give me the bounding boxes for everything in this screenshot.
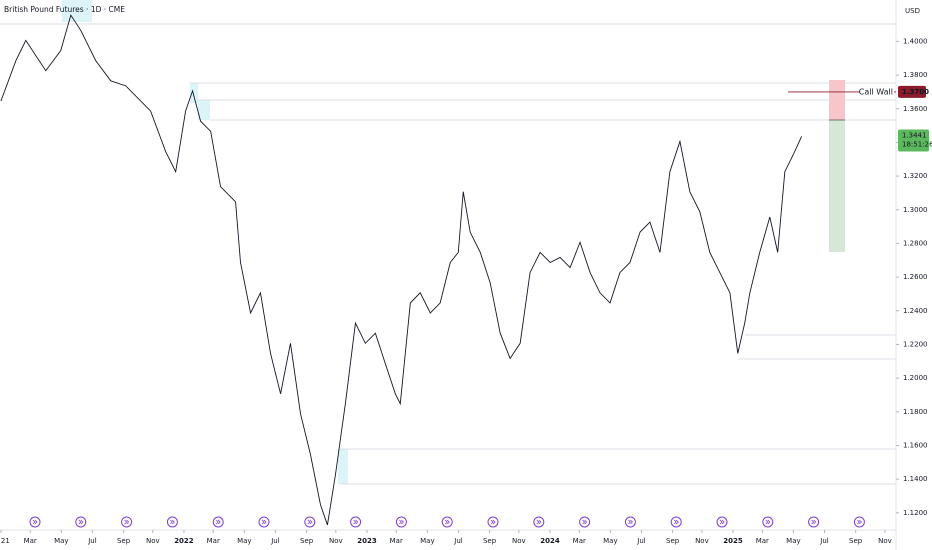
event-icons — [29, 516, 865, 528]
y-tick-label: 1.3600 — [903, 105, 928, 113]
event-icon-glyph — [582, 519, 588, 525]
event-icon-glyph — [399, 519, 404, 525]
x-tick-label: Mar — [756, 537, 769, 545]
y-tick-label: 1.3000 — [903, 206, 928, 214]
x-tick-label: Mar — [207, 537, 220, 545]
event-icon-glyph — [32, 519, 38, 525]
x-tick-label: Nov — [146, 537, 160, 545]
stop-zone — [829, 80, 845, 120]
y-tick-label: 1.1800 — [903, 408, 928, 416]
x-tick-label: May — [54, 537, 68, 545]
event-icon-glyph — [444, 519, 450, 525]
x-tick-label: Nov — [695, 537, 709, 545]
x-tick-label: Sep — [666, 537, 680, 545]
y-tick-label: 1.4000 — [903, 37, 928, 45]
y-tick-label: 1.2600 — [903, 273, 928, 281]
y-tick-label: 1.2200 — [903, 340, 928, 348]
call-wall-badge-label: 1.3700 — [902, 88, 929, 96]
call-wall-label-bg — [860, 85, 894, 98]
x-tick-label: Nov — [878, 537, 892, 545]
currency: USD — [905, 7, 920, 15]
x-tick-label: Mar — [573, 537, 586, 545]
y-tick-label: 1.3800 — [903, 71, 928, 79]
x-tick-label: Mar — [390, 537, 403, 545]
last-price-label: 1.3441 — [902, 132, 927, 140]
x-tick-label: Jul — [636, 537, 646, 545]
x-tick-label: 2023 — [357, 537, 377, 545]
x-tick-label: Jul — [453, 537, 463, 545]
chart-title: British Pound Futures · 1D · CME — [4, 5, 125, 14]
event-icon-glyph — [765, 519, 771, 525]
zone — [190, 83, 198, 103]
event-icon-glyph — [124, 519, 130, 525]
zone — [198, 100, 210, 120]
event-icon-glyph — [673, 519, 679, 525]
zone — [62, 0, 92, 22]
event-icon-glyph — [490, 519, 496, 525]
y-tick-label: 1.1200 — [903, 509, 928, 517]
x-tick-label: Nov — [512, 537, 526, 545]
event-icon-glyph — [719, 519, 725, 525]
x-tick-label: May — [237, 537, 251, 545]
zone — [338, 449, 348, 484]
y-tick-label: 1.2000 — [903, 374, 928, 382]
target-zone — [829, 120, 845, 252]
event-icon-glyph — [261, 519, 267, 525]
countdown: 18:51:26 — [902, 141, 932, 149]
x-tick-label: May — [603, 537, 617, 545]
y-tick-label: 1.2800 — [903, 239, 928, 247]
x-tick-label: 2025 — [723, 537, 743, 545]
x-tick-label: Sep — [849, 537, 863, 545]
event-icon-glyph — [628, 519, 633, 525]
last-price-badge — [898, 129, 929, 152]
x-tick-label: Jul — [87, 537, 97, 545]
x-tick-label: 21 — [1, 537, 10, 545]
event-icon-glyph — [536, 519, 542, 525]
x-tick-label: 2024 — [540, 537, 560, 545]
event-icon-glyph — [78, 519, 84, 525]
price-line — [0, 14, 803, 526]
x-tick-label: Sep — [483, 537, 497, 545]
event-icon-glyph — [857, 519, 862, 525]
x-tick-label: Sep — [300, 537, 314, 545]
x-tick-label: Jul — [819, 537, 829, 545]
event-icon-glyph — [811, 519, 817, 525]
x-tick-label: May — [786, 537, 800, 545]
y-tick-label: 1.1600 — [903, 441, 928, 449]
y-tick-label: 1.1400 — [903, 475, 928, 483]
x-tick-label: Mar — [24, 537, 37, 545]
event-icon-glyph — [353, 519, 359, 525]
zone-lines — [0, 23, 896, 485]
x-tick-label: Sep — [117, 537, 131, 545]
x-tick-label: Nov — [329, 537, 343, 545]
event-icon-glyph — [170, 519, 175, 525]
x-tick-label: May — [420, 537, 434, 545]
event-icon-glyph — [307, 519, 313, 525]
x-tick-label: Jul — [270, 537, 280, 545]
x-tick-label: 2022 — [174, 537, 194, 545]
y-tick-label: 1.2400 — [903, 307, 928, 315]
event-icon-glyph — [215, 519, 221, 525]
call-wall-badge — [898, 85, 926, 98]
call-wall-text: Call Wall — [859, 87, 893, 96]
y-tick-label: 1.3200 — [903, 172, 928, 180]
